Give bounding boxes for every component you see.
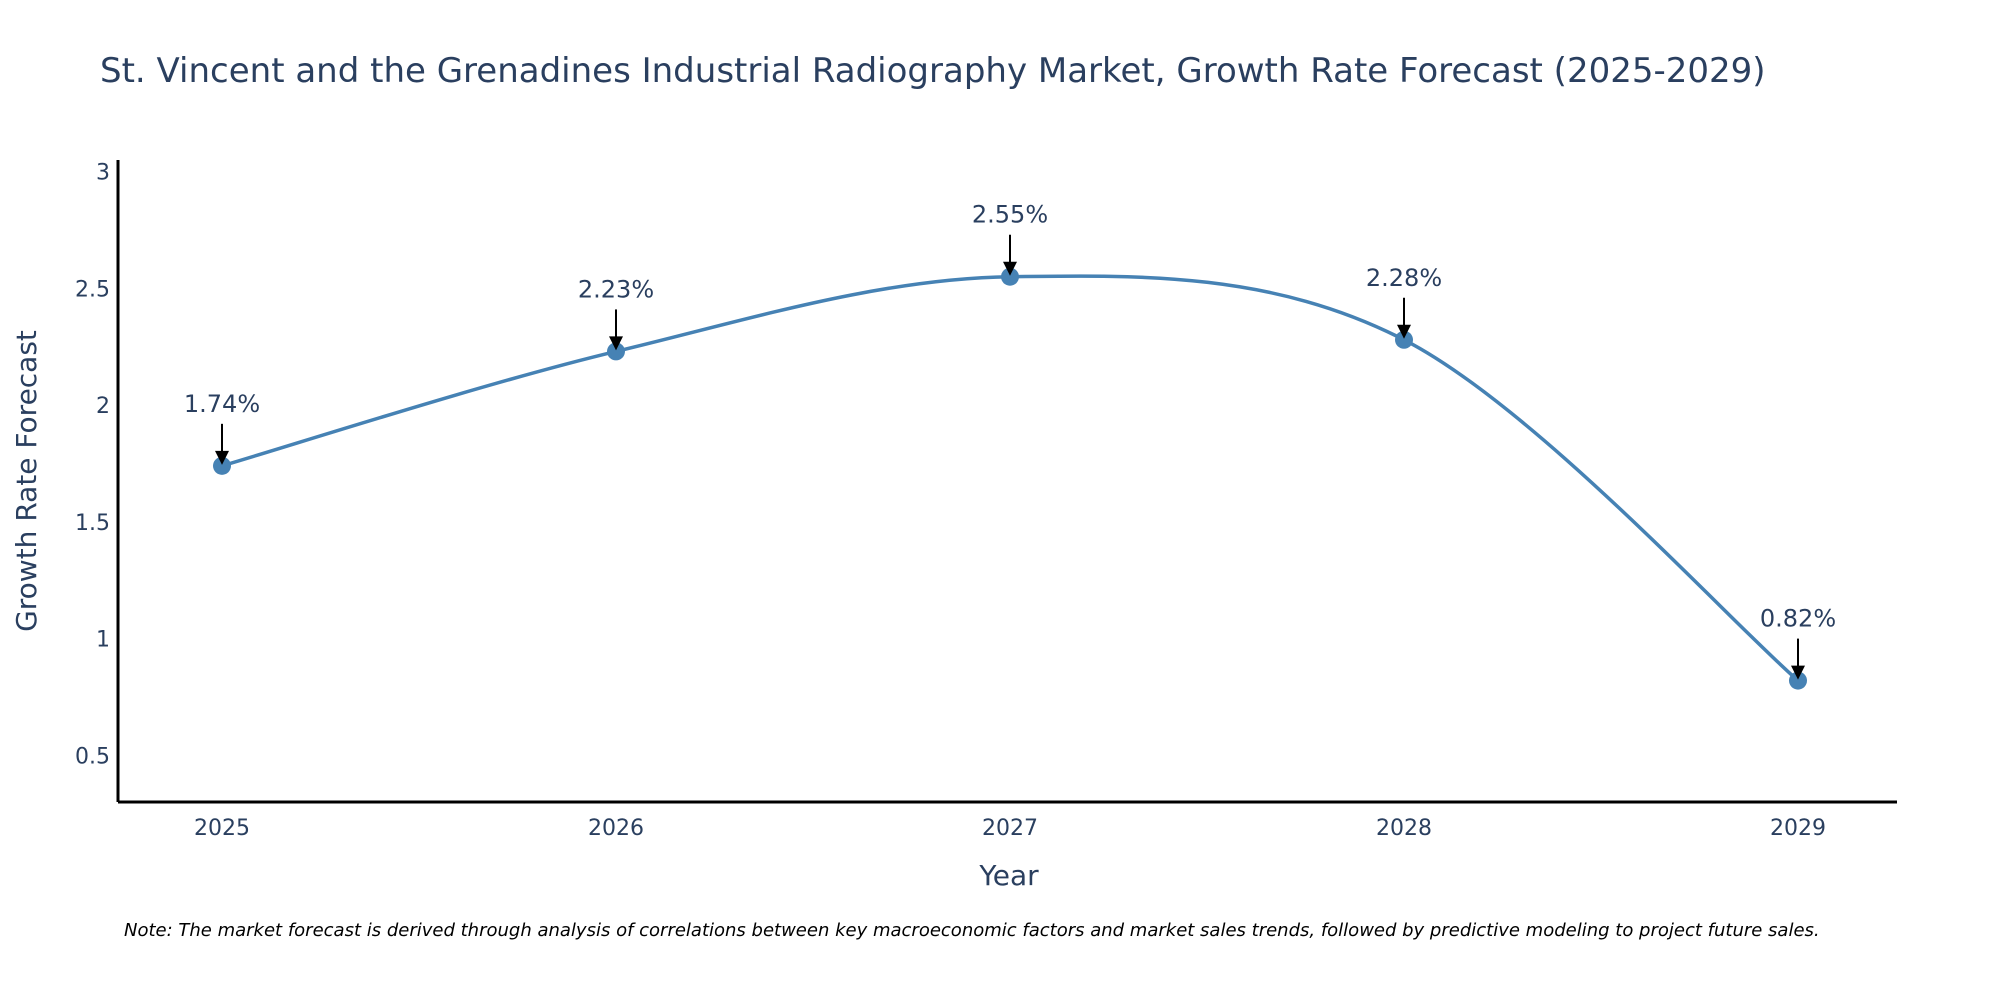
y-tick-label: 2.5 bbox=[75, 277, 110, 302]
data-label: 0.82% bbox=[1760, 605, 1836, 633]
x-axis-ticks: 2025 2026 2027 2028 2029 bbox=[194, 816, 1826, 841]
x-tick-label: 2028 bbox=[1376, 816, 1432, 841]
footnote: Note: The market forecast is derived thr… bbox=[124, 920, 1820, 941]
annotation-arrow-head bbox=[1397, 324, 1411, 339]
data-label: 1.74% bbox=[184, 390, 260, 418]
x-tick-label: 2025 bbox=[194, 816, 250, 841]
data-point-marker bbox=[1395, 330, 1413, 349]
x-tick-label: 2029 bbox=[1770, 816, 1826, 841]
x-tick-label: 2027 bbox=[982, 816, 1038, 841]
data-label: 2.55% bbox=[972, 201, 1048, 229]
data-point-marker bbox=[213, 456, 231, 475]
data-point-marker bbox=[1789, 671, 1807, 690]
annotation-arrow-head bbox=[1003, 261, 1017, 276]
y-tick-label: 3 bbox=[96, 161, 110, 186]
chart-title: St. Vincent and the Grenadines Industria… bbox=[100, 51, 1766, 91]
data-label: 2.28% bbox=[1366, 264, 1442, 292]
x-tick-label: 2026 bbox=[588, 816, 644, 841]
y-tick-label: 0.5 bbox=[75, 744, 110, 769]
y-axis-ticks: 0.5 1 1.5 2 2.5 3 bbox=[75, 161, 110, 770]
y-axis-title: Growth Rate Forecast bbox=[10, 330, 43, 632]
data-point-marker bbox=[1001, 267, 1019, 286]
data-label: 2.23% bbox=[578, 275, 654, 303]
y-tick-label: 1.5 bbox=[75, 511, 110, 536]
series-line bbox=[221, 274, 1800, 682]
x-axis-title: Year bbox=[978, 859, 1039, 892]
data-point-marker bbox=[607, 342, 625, 361]
annotation-arrow-head bbox=[215, 450, 229, 465]
y-tick-label: 1 bbox=[96, 628, 110, 653]
plot-area: 1.74% 2.23% 2.55% 2.28% 0.82% bbox=[184, 201, 1836, 690]
y-tick-label: 2 bbox=[96, 394, 110, 419]
annotation-arrow-head bbox=[1791, 665, 1805, 680]
annotation-arrow-head bbox=[609, 336, 623, 351]
